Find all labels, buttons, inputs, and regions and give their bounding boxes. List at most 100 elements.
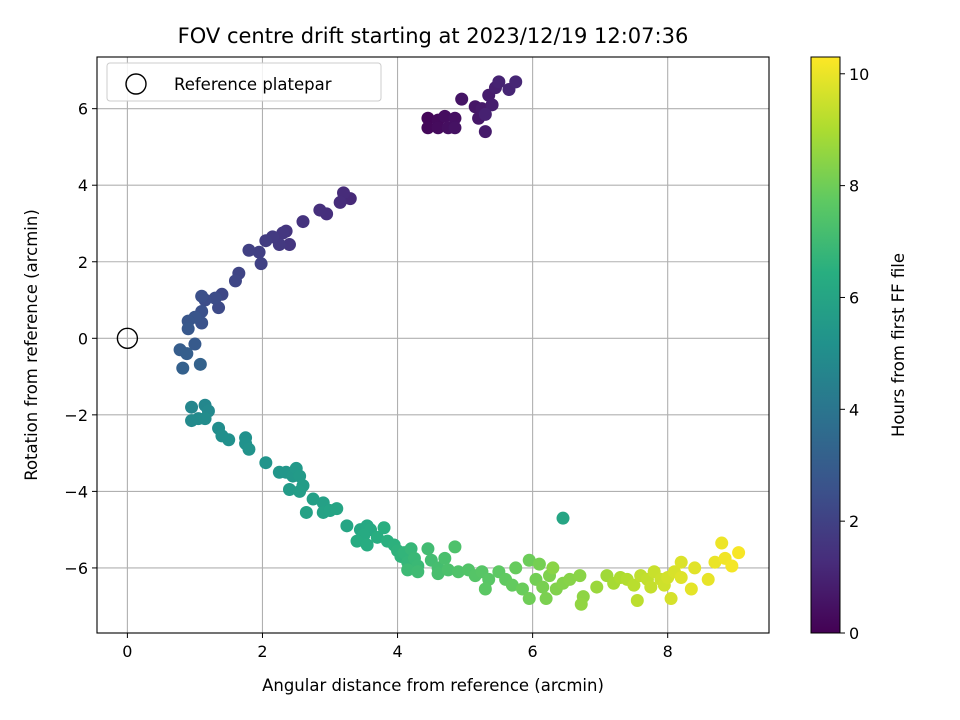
data-point xyxy=(715,536,729,550)
data-point xyxy=(198,412,212,426)
data-point xyxy=(485,98,499,112)
data-point xyxy=(431,567,445,581)
data-point xyxy=(448,121,462,135)
data-point xyxy=(644,580,658,594)
chart-title: FOV centre drift starting at 2023/12/19 … xyxy=(178,24,689,48)
data-point xyxy=(574,597,588,611)
data-point xyxy=(188,337,202,351)
data-point xyxy=(242,442,256,456)
data-point xyxy=(563,572,577,586)
data-point xyxy=(573,569,587,583)
data-point xyxy=(254,257,268,271)
y-tick-label: −6 xyxy=(64,559,88,578)
data-point xyxy=(522,592,536,606)
data-point xyxy=(451,565,465,579)
colorbar-tick-label: 6 xyxy=(849,288,859,307)
data-point xyxy=(509,561,523,575)
data-points xyxy=(116,75,746,611)
data-point xyxy=(708,555,722,569)
data-point xyxy=(377,521,391,535)
data-point xyxy=(674,555,688,569)
x-tick-label: 0 xyxy=(122,642,132,661)
data-point xyxy=(627,578,641,592)
colorbar-tick-label: 8 xyxy=(849,177,859,196)
legend: Reference platepar xyxy=(106,62,382,102)
data-point xyxy=(195,289,209,303)
data-point xyxy=(532,557,546,571)
data-point xyxy=(438,551,452,565)
data-point xyxy=(674,571,688,585)
data-point xyxy=(455,92,469,106)
data-point xyxy=(478,107,492,121)
data-point xyxy=(515,582,529,596)
legend-box xyxy=(106,62,382,102)
x-tick-label: 2 xyxy=(257,642,267,661)
data-point xyxy=(556,511,570,525)
data-point xyxy=(701,572,715,586)
data-point xyxy=(492,75,506,89)
data-point xyxy=(330,502,344,516)
data-point xyxy=(688,561,702,575)
colorbar xyxy=(810,56,841,634)
data-point xyxy=(684,582,698,596)
data-point xyxy=(306,492,320,506)
data-point xyxy=(282,238,296,252)
data-point xyxy=(180,347,194,361)
legend-label-reference: Reference platepar xyxy=(174,75,332,94)
data-point xyxy=(536,580,550,594)
colorbar-tick-label: 4 xyxy=(849,400,859,419)
data-point xyxy=(509,75,523,89)
colorbar-tick-label: 2 xyxy=(849,512,859,531)
y-tick-label: 4 xyxy=(78,176,88,195)
data-point xyxy=(252,245,266,259)
x-axis-label: Angular distance from reference (arcmin) xyxy=(262,676,604,695)
data-point xyxy=(222,433,236,447)
data-point xyxy=(421,111,435,125)
data-point xyxy=(299,505,313,519)
data-point xyxy=(296,215,310,229)
data-point xyxy=(421,121,435,135)
data-point xyxy=(259,234,273,248)
data-point xyxy=(522,553,536,567)
data-point xyxy=(448,540,462,554)
data-point xyxy=(193,357,207,371)
y-axis-label: Rotation from reference (arcmin) xyxy=(22,209,41,481)
x-tick-label: 4 xyxy=(392,642,402,661)
data-point xyxy=(370,530,384,544)
data-point xyxy=(181,322,195,336)
data-point xyxy=(448,111,462,125)
data-point xyxy=(242,243,256,257)
data-point xyxy=(208,291,222,305)
data-point xyxy=(539,592,553,606)
colorbar-tick-label: 0 xyxy=(849,624,859,643)
plot-frame xyxy=(96,56,770,634)
data-point xyxy=(333,195,347,209)
y-tick-label: −2 xyxy=(64,406,88,425)
y-tick-label: 6 xyxy=(78,100,88,119)
data-point xyxy=(664,592,678,606)
data-point xyxy=(185,400,199,414)
data-point xyxy=(431,121,445,135)
data-point xyxy=(276,226,290,240)
data-point xyxy=(590,580,604,594)
data-point xyxy=(441,563,455,577)
data-point xyxy=(259,456,273,470)
data-point xyxy=(350,534,364,548)
x-tick-label: 6 xyxy=(528,642,538,661)
data-point xyxy=(630,593,644,607)
data-point xyxy=(725,559,739,573)
y-tick-label: 0 xyxy=(78,329,88,348)
axis-ticks: 0 2 4 6 8 −6 −4 −2 0 2 4 6 xyxy=(64,100,672,661)
data-point xyxy=(176,361,190,375)
x-tick-label: 8 xyxy=(663,642,673,661)
data-point xyxy=(293,484,307,498)
data-point xyxy=(228,274,242,288)
data-point xyxy=(438,109,452,123)
legend-marker-reference xyxy=(125,73,147,95)
data-point xyxy=(478,582,492,596)
colorbar-ticks: 0 2 4 6 8 10 xyxy=(840,65,869,643)
data-point xyxy=(313,203,327,217)
colorbar-tick-label: 10 xyxy=(849,65,869,84)
data-point xyxy=(732,546,746,560)
